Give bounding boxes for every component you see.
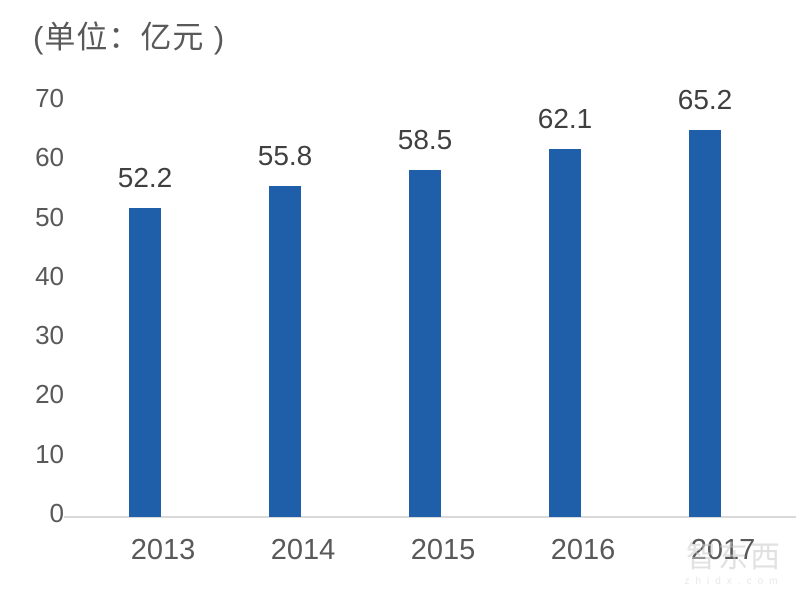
category-label: 2017 <box>690 534 756 566</box>
y-axis-tick-label: 70 <box>35 83 64 113</box>
data-label: 58.5 <box>397 124 453 156</box>
category-label: 2016 <box>550 534 616 566</box>
y-axis-tick-label: 40 <box>35 260 64 291</box>
y-axis-tick-label: 50 <box>35 201 64 232</box>
bar-group: 58.5 <box>355 0 495 517</box>
bar <box>129 207 161 517</box>
bar <box>269 186 301 517</box>
bar <box>409 170 441 517</box>
data-label: 62.1 <box>537 102 593 134</box>
watermark-domain: zhidx.com <box>684 576 784 587</box>
y-axis-tick-label: 30 <box>35 320 64 351</box>
bar-group: 52.2 <box>75 0 215 517</box>
x-axis-line <box>64 516 796 518</box>
category-label: 2014 <box>270 534 336 566</box>
y-axis-tick-label: 60 <box>35 142 64 173</box>
bar-group: 55.8 <box>215 0 355 517</box>
data-label: 65.2 <box>677 84 733 116</box>
y-axis-tick-label: 10 <box>35 438 64 469</box>
data-label: 55.8 <box>257 140 313 172</box>
bar-group: 62.1 <box>495 0 635 517</box>
category-label: 2013 <box>130 534 196 566</box>
y-axis-tick-label: 0 <box>49 498 64 528</box>
data-label: 52.2 <box>117 161 173 193</box>
x-axis: 2013 2014 2015 2016 2017 <box>75 534 775 574</box>
bar <box>549 148 581 517</box>
bar-group: 65.2 <box>635 0 775 517</box>
bar <box>689 130 721 517</box>
y-axis-tick-label: 20 <box>35 379 64 410</box>
plot-area: 52.2 55.8 58.5 62.1 65.2 <box>75 0 775 517</box>
chart-title: (单位：亿元 ) <box>33 20 226 55</box>
category-label: 2015 <box>410 534 476 566</box>
